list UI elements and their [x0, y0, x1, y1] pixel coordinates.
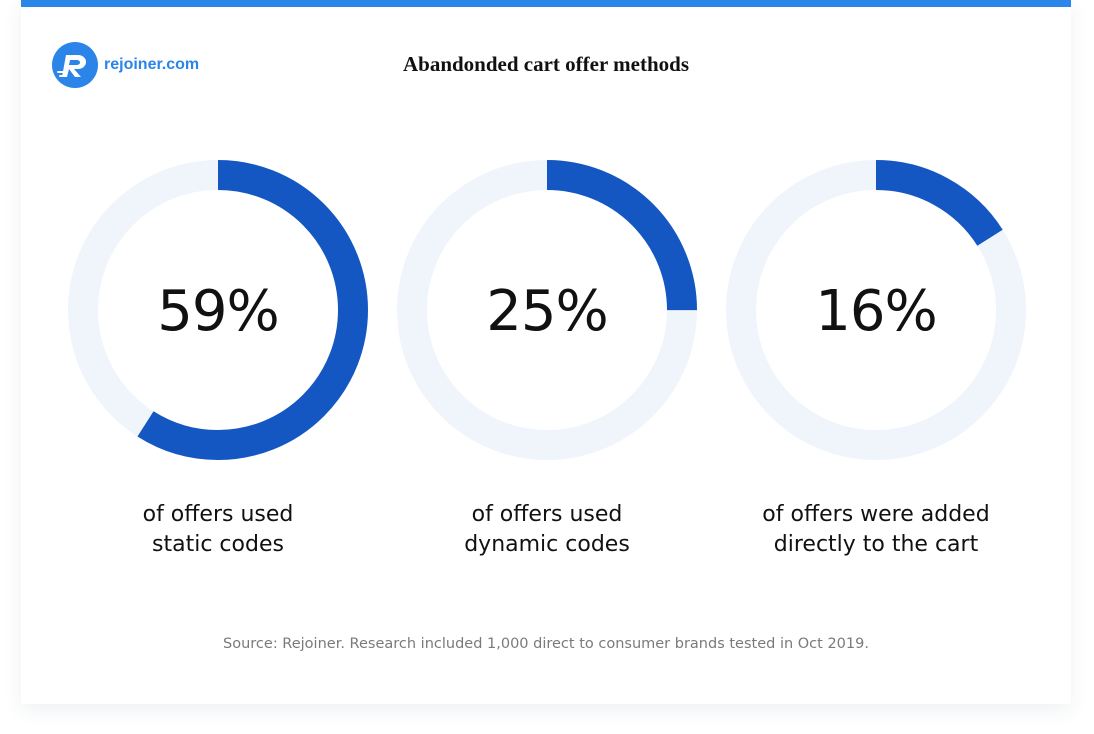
logo-wordmark: rejoiner.com: [104, 56, 200, 73]
donut-svg: [726, 160, 1026, 460]
donut-value-label: 16%: [815, 279, 937, 344]
caption-line: of offers were added: [762, 502, 990, 527]
chart-title: Abandonded cart offer methods: [402, 52, 690, 76]
donut-svg: [68, 160, 368, 460]
donut-chart-added-to-cart: 16%: [724, 158, 1028, 462]
donut-svg: [397, 160, 697, 460]
caption-static-codes: of offers used static codes: [66, 500, 370, 560]
donut-value-label: 25%: [486, 279, 608, 344]
logo-r-glyph: [57, 55, 86, 77]
infographic-card: rejoiner.com Abandonded cart offer metho…: [21, 0, 1071, 704]
donut-value-arc: [726, 160, 1026, 460]
source-note: Source: Rejoiner. Research included 1,00…: [223, 636, 869, 652]
donut-chart-dynamic-codes: 25%: [395, 158, 699, 462]
donut-chart-static-codes: 59%: [66, 158, 370, 462]
logo-mark-icon: [52, 42, 98, 88]
donut-value-arc: [397, 160, 697, 460]
caption-line: static codes: [152, 532, 284, 557]
caption-added-to-cart: of offers were added directly to the car…: [724, 500, 1028, 560]
caption-line: of offers used: [142, 502, 294, 527]
top-accent-bar: [21, 0, 1071, 7]
donut-value-arc: [68, 160, 368, 460]
caption-line: of offers used: [471, 502, 623, 527]
caption-line: directly to the cart: [773, 532, 979, 557]
caption-line: dynamic codes: [464, 532, 630, 557]
rejoiner-logo[interactable]: rejoiner.com: [52, 42, 199, 88]
caption-dynamic-codes: of offers used dynamic codes: [395, 500, 699, 560]
donut-value-label: 59%: [157, 279, 279, 344]
